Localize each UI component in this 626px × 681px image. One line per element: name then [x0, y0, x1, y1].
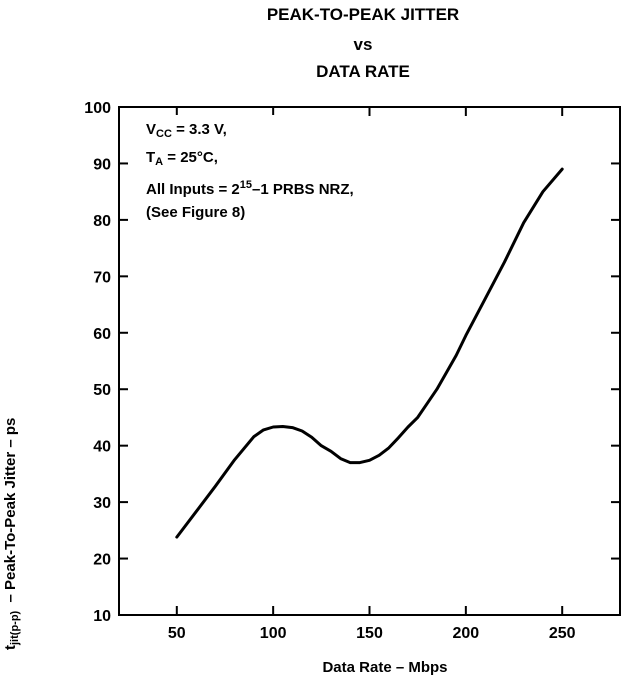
chart-title-line-2: vs — [353, 35, 373, 54]
series-line-0 — [175, 167, 564, 539]
y-tick-label: 30 — [93, 495, 111, 512]
y-tick-label: 60 — [93, 326, 111, 343]
x-tick-label: 50 — [168, 625, 186, 642]
y-tick-label: 10 — [93, 608, 111, 625]
ta-condition: TA = 25°C, — [146, 149, 218, 168]
y-tick-label: 40 — [93, 439, 111, 456]
y-tick-label: 90 — [93, 156, 111, 173]
inputs-condition: All Inputs = 215–1 PRBS NRZ, — [146, 179, 354, 198]
x-tick-label: 250 — [549, 625, 576, 642]
chart-title-line-1: PEAK-TO-PEAK JITTER — [266, 5, 460, 24]
y-tick-label: 80 — [93, 213, 111, 230]
y-tick-label: 70 — [93, 269, 111, 286]
y-tick-label: 100 — [84, 100, 111, 117]
y-tick-label: 50 — [93, 382, 111, 399]
y-axis-label: tjit(p-p) – Peak-To-Peak Jitter – ps — [2, 417, 21, 650]
x-tick-label: 200 — [452, 625, 479, 642]
x-tick-label: 150 — [356, 625, 383, 642]
figure-reference: (See Figure 8) — [146, 204, 246, 221]
vcc-condition: VCC = 3.3 V, — [146, 121, 227, 140]
conditions-annotation: VCC = 3.3 V, TA = 25°C, All Inputs = 215… — [140, 115, 360, 228]
x-tick-label: 100 — [260, 625, 287, 642]
chart-title-line-3: DATA RATE — [316, 62, 410, 81]
x-axis-label: Data Rate – Mbps — [322, 659, 447, 676]
y-tick-label: 20 — [93, 552, 111, 569]
